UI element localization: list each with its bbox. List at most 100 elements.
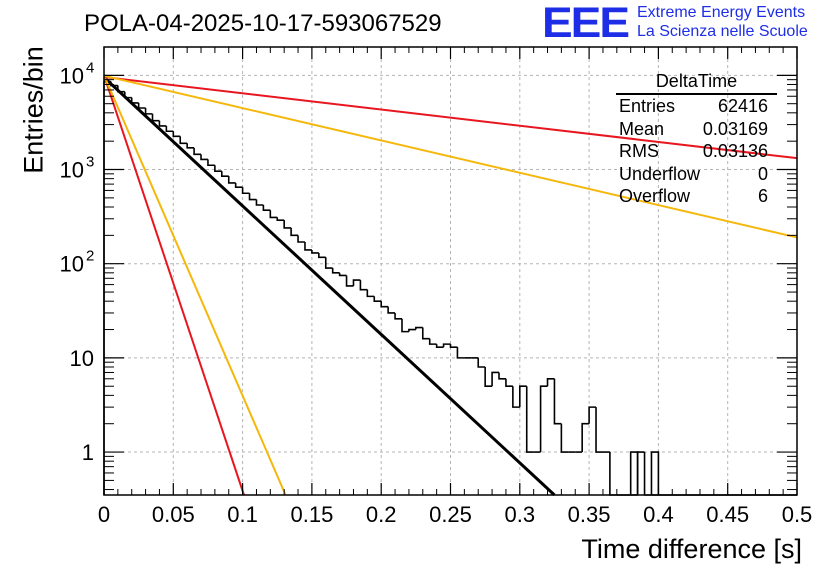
series-line-yellow-shallow [103, 74, 798, 239]
histogram-bin [415, 326, 423, 330]
y-tick-exponent: 3 [86, 154, 94, 171]
histogram-bin [636, 451, 645, 495]
histogram-bin [324, 257, 333, 269]
x-tick-label: 0.35 [568, 502, 611, 527]
histogram-bin [234, 182, 243, 188]
stats-label: Mean [619, 118, 665, 139]
x-tick-label: 0.4 [643, 502, 674, 527]
series-line-fit [102, 76, 556, 497]
histogram-bin [214, 165, 222, 172]
histogram-bin [248, 193, 257, 201]
histogram-bin [581, 422, 590, 453]
histogram-bin [158, 120, 167, 127]
histogram-bin [442, 343, 451, 348]
grid-lines [104, 47, 797, 495]
x-axis-label: Time difference [s] [581, 534, 802, 564]
histogram-bin [553, 378, 562, 425]
series-line-red-shallow [103, 76, 798, 160]
histogram-bin [345, 275, 354, 287]
histogram-bin [650, 451, 660, 495]
histogram-bin [491, 371, 500, 387]
histogram-bin [428, 338, 437, 345]
histogram-bin [179, 136, 188, 145]
histogram-bin [546, 377, 555, 387]
histogram-bin [387, 306, 396, 314]
histogram-bin [394, 312, 402, 320]
x-tick-label: 0.2 [366, 502, 397, 527]
histogram-bin [505, 378, 513, 388]
stats-label: RMS [619, 141, 659, 161]
y-tick-label: 10 [70, 346, 94, 371]
histogram-bin [498, 372, 506, 380]
x-tick-label: 0.45 [706, 502, 749, 527]
stats-value: 0 [757, 163, 768, 184]
histogram-bin [519, 385, 527, 408]
stats-value: 62416 [717, 96, 768, 116]
histogram-bin [241, 187, 250, 195]
histogram-bin [484, 367, 493, 388]
y-tick-label: 10 [60, 63, 84, 88]
histogram-bin [456, 347, 465, 359]
histogram-bin [297, 235, 305, 243]
histogram-bin [366, 289, 375, 298]
x-tick-label: 0.5 [782, 502, 813, 527]
series-line-yellow-steep [103, 74, 287, 496]
x-tick-label: 0.3 [505, 502, 536, 527]
histogram-bin [560, 423, 569, 453]
histogram-bin [588, 406, 597, 424]
histogram-bin [338, 272, 347, 277]
x-tick-label: 0.1 [227, 502, 258, 527]
logo-caption-line1: Extreme Energy Events [637, 4, 806, 21]
histogram-bin [435, 344, 444, 348]
histogram-bin [304, 242, 312, 251]
y-tick-label: 10 [60, 252, 84, 277]
histogram-bin [408, 328, 416, 332]
histogram-bin [144, 108, 153, 115]
stats-value: 0.03169 [702, 118, 768, 139]
histogram-bin [477, 357, 486, 368]
stats-row-rms: RMS 0.03136 [611, 140, 777, 163]
stats-row-overflow: Overflow 6 [611, 185, 777, 208]
histogram-bin [262, 205, 271, 211]
x-tick-label: 0.05 [152, 502, 195, 527]
stats-value: 6 [757, 186, 768, 206]
histogram-bin [221, 171, 229, 177]
histogram-bin [421, 327, 430, 340]
histogram-bin [331, 268, 340, 274]
histogram-bin [352, 279, 361, 286]
y-tick-exponent: 2 [86, 248, 94, 265]
x-tick-label: 0 [98, 502, 110, 527]
histogram-bin [269, 210, 278, 219]
stats-label: Overflow [619, 186, 691, 206]
histogram-bin [380, 301, 389, 308]
histogram-bin [359, 280, 368, 291]
curves [102, 74, 798, 497]
histogram-bin [283, 220, 292, 229]
x-tick-label: 0.15 [290, 502, 333, 527]
histogram-bin [207, 159, 215, 167]
logo-caption-line2: La Scienza nelle Scuole [637, 23, 808, 40]
y-tick-exponent: 4 [86, 59, 94, 76]
histogram-bin [643, 452, 652, 496]
histogram-bin [609, 452, 617, 496]
histogram-bin [193, 147, 202, 156]
histogram-bin [186, 143, 195, 149]
tick-labels: 0 0.05 0.1 0.15 0.2 0.25 0.3 0.35 0.4 0.45 0.5 1 10 1… [60, 59, 813, 527]
histogram-bin [525, 386, 534, 453]
stats-value: 0.03136 [702, 141, 768, 161]
histogram-bin [311, 249, 319, 254]
histogram-bin [290, 227, 299, 237]
stats-label: Underflow [619, 163, 701, 184]
y-axis-label: Entries/bin [18, 46, 49, 174]
eee-logo: EEE [542, 0, 630, 47]
chart-title: POLA-04-2025-10-17-593067529 [84, 10, 442, 37]
x-tick-label: 0.25 [429, 502, 472, 527]
histogram-bin [629, 451, 639, 495]
histogram-bin [200, 154, 208, 161]
histogram-bin [318, 252, 326, 259]
series-line-red-steep [103, 75, 245, 496]
axis-ticks [103, 47, 798, 495]
stats-row-entries: Entries 62416 [611, 95, 777, 118]
stats-label: Entries [619, 96, 676, 116]
